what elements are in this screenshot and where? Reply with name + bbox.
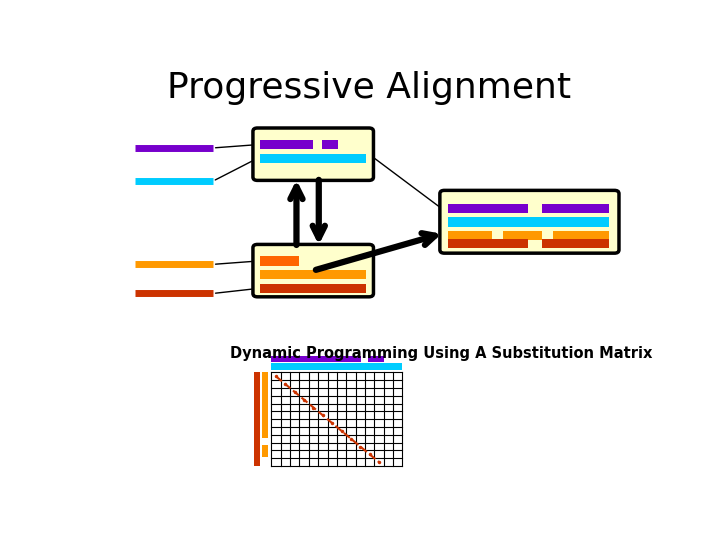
Bar <box>254 373 261 466</box>
Bar <box>449 204 528 213</box>
Text: Dynamic Programming Using A Substitution Matrix: Dynamic Programming Using A Substitution… <box>230 346 652 361</box>
FancyBboxPatch shape <box>440 191 619 253</box>
Bar <box>369 356 384 362</box>
Bar <box>553 231 609 240</box>
Bar <box>260 256 300 266</box>
Bar <box>322 140 338 149</box>
Bar <box>542 204 609 213</box>
Text: Progressive Alignment: Progressive Alignment <box>167 71 571 105</box>
Bar <box>449 231 492 240</box>
Bar <box>271 363 402 370</box>
FancyBboxPatch shape <box>253 128 374 180</box>
Bar <box>260 154 366 163</box>
Bar <box>260 284 366 293</box>
Bar <box>260 270 366 279</box>
Bar <box>271 356 361 362</box>
Bar <box>449 239 528 248</box>
Bar <box>449 218 609 227</box>
Bar <box>542 239 609 248</box>
Bar <box>260 140 313 149</box>
FancyBboxPatch shape <box>253 245 374 297</box>
Bar <box>261 446 268 457</box>
Bar <box>261 373 268 438</box>
Bar <box>503 231 542 240</box>
